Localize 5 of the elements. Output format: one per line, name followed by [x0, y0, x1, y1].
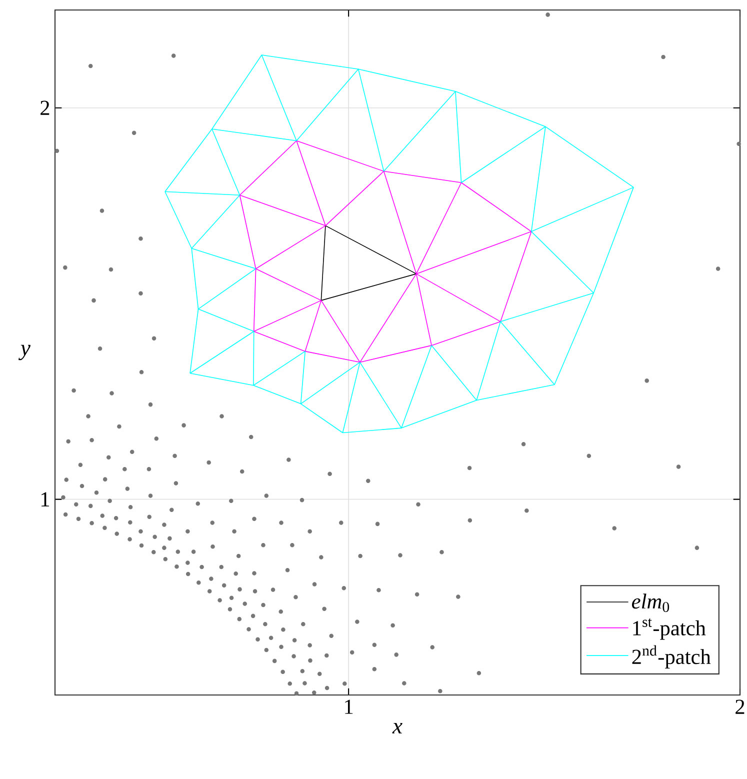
legend-label: 2$^{nd}$-patch [632, 645, 711, 668]
x-axis-title: x [392, 722, 402, 734]
y-axis-title: y [18, 344, 30, 360]
legend-label: elm$_{0}$ [632, 594, 670, 612]
legend-label: 1$^{st}$-patch [633, 618, 706, 640]
